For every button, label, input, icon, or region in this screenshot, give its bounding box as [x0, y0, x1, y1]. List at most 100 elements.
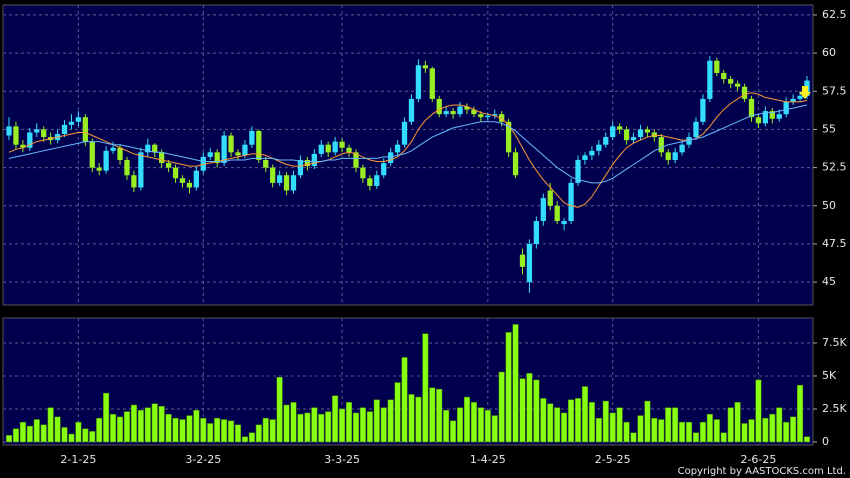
x-tick-label: 1-4-25	[470, 453, 506, 466]
candle-body	[721, 72, 727, 80]
candle-body	[200, 156, 206, 171]
volume-bar	[720, 432, 727, 443]
y-tick-label: 55	[822, 122, 836, 135]
volume-bar	[672, 407, 679, 443]
candle-body	[443, 111, 449, 115]
volume-bar	[96, 417, 103, 443]
candle-body	[464, 106, 470, 110]
y-tick-label: 57.5	[822, 84, 847, 97]
candle-body	[304, 159, 311, 167]
candle-body	[75, 117, 82, 122]
candle-body	[457, 106, 463, 115]
candle-body	[610, 126, 616, 138]
candle-body	[214, 152, 220, 164]
candle-body	[325, 144, 331, 153]
candle-body	[96, 167, 102, 171]
volume-bar	[165, 413, 172, 443]
volume-bar	[630, 432, 637, 443]
volume-bar	[588, 402, 595, 443]
candle-body	[270, 167, 276, 183]
candle-body	[728, 79, 734, 84]
volume-bar	[699, 421, 706, 443]
volume-bar	[457, 407, 464, 443]
panel	[2, 4, 814, 306]
moving-average-line	[8, 92, 808, 208]
volume-bar	[762, 417, 769, 443]
volume-bar	[415, 396, 422, 443]
volume-bar	[387, 399, 394, 443]
volume-bar	[304, 412, 311, 443]
candle-body	[714, 60, 720, 73]
volume-bar	[602, 400, 609, 443]
candle-body	[769, 111, 775, 119]
candle-body	[207, 152, 213, 157]
volume-bar	[748, 419, 755, 443]
candle-body	[124, 159, 130, 176]
candle-body	[346, 147, 352, 153]
candle-body	[394, 144, 401, 153]
candle-body	[318, 144, 324, 154]
candle-body	[755, 117, 762, 124]
candle-body	[353, 152, 359, 168]
candle-body	[68, 121, 75, 125]
volume-bar	[651, 417, 658, 443]
candle-body	[533, 221, 540, 244]
candle-body	[561, 221, 567, 225]
volume-bar	[311, 407, 318, 443]
volume-bar	[484, 410, 491, 443]
volume-bar	[658, 419, 665, 443]
candle-body	[145, 144, 151, 153]
x-tick-label: 2-6-25	[740, 453, 776, 466]
candle-body	[283, 175, 290, 191]
volume-bar	[262, 417, 269, 443]
candle-body	[540, 198, 546, 222]
candle-body	[637, 129, 644, 138]
volume-bar	[394, 382, 401, 443]
candle-body	[242, 144, 248, 156]
volume-bar	[692, 432, 699, 443]
signal-arrow	[799, 86, 811, 99]
volume-bar	[214, 417, 221, 443]
candle-body	[630, 137, 637, 141]
y-tick-label: 45	[822, 275, 836, 288]
candle-body	[159, 152, 165, 164]
candle-body	[41, 129, 47, 138]
candle-body	[61, 124, 68, 135]
candle-body	[790, 98, 796, 102]
volume-bar	[373, 399, 380, 443]
y-tick-label: 60	[822, 46, 836, 59]
volume-bar	[345, 402, 353, 443]
candle-body	[644, 129, 651, 133]
candle-body	[27, 132, 33, 148]
candle-body	[596, 144, 602, 151]
volume-bar	[47, 407, 54, 443]
volume-bar	[408, 394, 415, 443]
candle-body	[658, 137, 664, 153]
volume-bar	[443, 410, 450, 443]
moving-average-line	[8, 104, 808, 184]
candle-body	[89, 141, 95, 168]
candle-body	[339, 141, 345, 148]
candle-body	[505, 121, 512, 153]
candle-body	[381, 163, 387, 176]
volume-bar	[158, 406, 165, 443]
candle-body	[499, 114, 505, 122]
candle-body	[623, 129, 630, 141]
volume-bar	[616, 407, 623, 443]
volume-bar	[547, 403, 554, 443]
candle-body	[311, 153, 317, 167]
volume-bar	[290, 402, 297, 443]
candle-body	[651, 132, 657, 138]
candle-body	[117, 147, 123, 160]
volume-bar	[429, 387, 436, 443]
candle-body	[478, 114, 484, 118]
candle-body	[103, 150, 109, 171]
candle-body	[429, 68, 435, 99]
candle-body	[152, 144, 158, 153]
candle-body	[415, 65, 422, 99]
volume-bar	[463, 396, 471, 443]
candle-body	[193, 170, 199, 188]
volume-bar	[686, 421, 693, 443]
x-tick-label: 3-2-25	[185, 453, 221, 466]
candle-body	[332, 141, 338, 153]
